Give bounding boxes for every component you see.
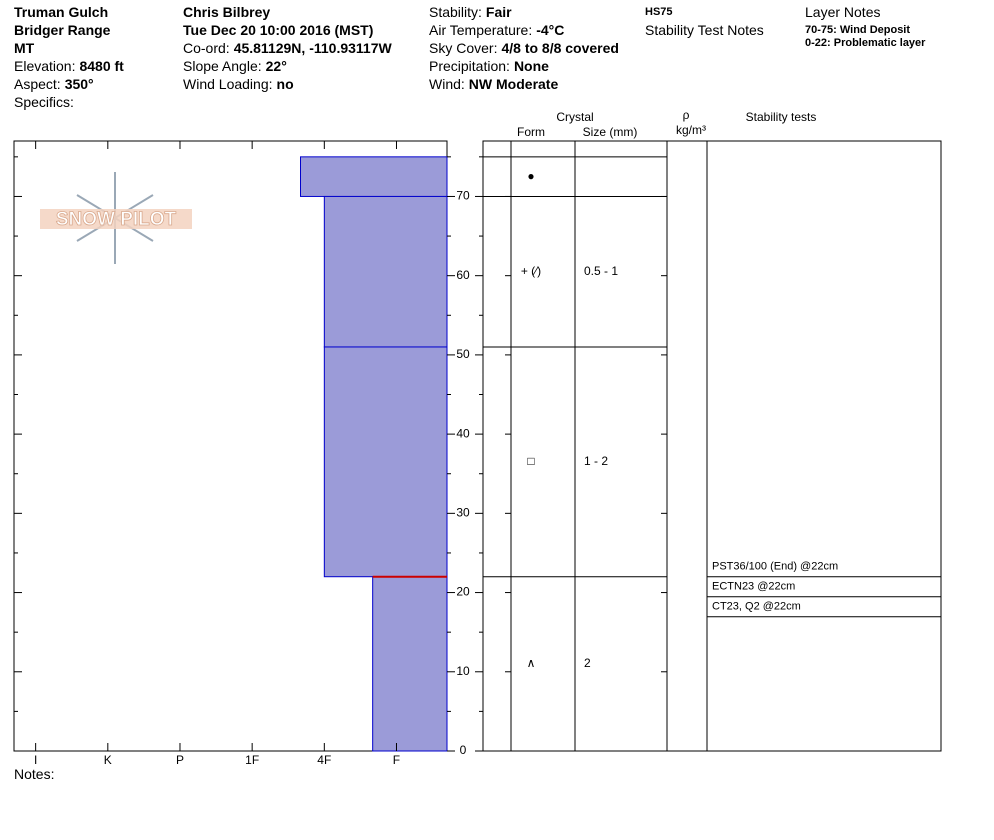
- aspect-row: Aspect: 350°: [14, 75, 124, 93]
- value: -4°C: [536, 22, 565, 38]
- stability-notes-title: Stability Test Notes: [645, 22, 764, 38]
- value: 4/8 to 8/8 covered: [501, 40, 619, 56]
- grain-form: ∧: [527, 656, 536, 670]
- label: Wind:: [429, 76, 465, 92]
- logo-band: [40, 209, 192, 229]
- elevation-row: Elevation: 8480 ft: [14, 57, 124, 75]
- y-tick-label: 60: [456, 268, 470, 282]
- logo-text: SNOW PILOT: [56, 209, 177, 230]
- y-tick-label: 50: [456, 347, 470, 361]
- table-column: [666, 140, 708, 752]
- label: Aspect:: [14, 76, 61, 92]
- header-col-site: Truman Gulch Bridger Range MT Elevation:…: [14, 3, 124, 111]
- value: 8480 ft: [79, 58, 124, 74]
- col-header: Size (mm): [583, 125, 638, 139]
- y-tick-label: 0: [460, 743, 467, 757]
- value: Fair: [485, 4, 512, 20]
- stability-test: PST36/100 (End) @22cm: [712, 561, 838, 573]
- x-tick-label: I: [34, 753, 37, 767]
- header-col-tests: HS75 Stability Test Notes: [645, 3, 764, 39]
- table-column: [706, 140, 942, 752]
- location: Truman Gulch: [14, 4, 109, 20]
- y-tick-label: 40: [456, 426, 470, 440]
- value: no: [276, 76, 294, 92]
- label: Co-ord:: [183, 40, 230, 56]
- value: 45.81129N, -110.93117W: [233, 40, 392, 56]
- x-tick-label: 4F: [317, 753, 331, 767]
- layer-bar: [323, 346, 448, 578]
- header-col-layer-notes: Layer Notes 70-75: Wind Deposit 0-22: Pr…: [805, 3, 925, 50]
- value: 350°: [64, 76, 94, 92]
- precip-row: Precipitation: None: [429, 57, 619, 75]
- slope-row: Slope Angle: 22°: [183, 57, 392, 75]
- col-header: kg/m³: [676, 123, 706, 137]
- sky-row: Sky Cover: 4/8 to 8/8 covered: [429, 39, 619, 57]
- grain-size: 2: [584, 656, 591, 670]
- notes-label: Notes:: [14, 766, 55, 782]
- air-temp-row: Air Temperature: -4°C: [429, 21, 619, 39]
- stability-test: CT23, Q2 @22cm: [712, 601, 801, 613]
- layer-bar: [323, 195, 448, 348]
- grain-form: □: [527, 454, 534, 468]
- value: NW Moderate: [468, 76, 559, 92]
- y-tick-label: 30: [456, 506, 470, 520]
- hs: HS75: [645, 6, 673, 18]
- grain-size: 0.5 - 1: [584, 264, 618, 278]
- header-col-weather: Stability: Fair Air Temperature: -4°C Sky …: [429, 3, 619, 93]
- grain-form: + (⁄): [521, 264, 541, 278]
- layer-note: 70-75: Wind Deposit: [805, 24, 911, 36]
- label: Slope Angle:: [183, 58, 262, 74]
- grain-form: ●: [527, 169, 534, 183]
- col-header: Stability tests: [746, 110, 817, 124]
- x-tick-label: F: [393, 753, 400, 767]
- label: Elevation:: [14, 58, 76, 74]
- stability-row: Stability: Fair: [429, 3, 619, 21]
- col-header: Form: [517, 125, 545, 139]
- layer-bar: [300, 156, 448, 197]
- stability-test: ECTN23 @22cm: [712, 581, 795, 593]
- layer-note: 0-22: Problematic layer: [805, 37, 926, 49]
- x-tick-label: P: [176, 753, 184, 767]
- coord-row: Co-ord: 45.81129N, -110.93117W: [183, 39, 392, 57]
- value: 22°: [265, 58, 287, 74]
- layer-notes-title: Layer Notes: [805, 4, 881, 20]
- table-column: [482, 140, 512, 752]
- x-tick-label: 1F: [245, 753, 259, 767]
- label: Air Temperature:: [429, 22, 533, 38]
- wind-loading-row: Wind Loading: no: [183, 75, 392, 93]
- state: MT: [14, 40, 35, 56]
- wind-row: Wind: NW Moderate: [429, 75, 619, 93]
- grain-size: 1 - 2: [584, 454, 608, 468]
- label: Stability:: [429, 4, 482, 20]
- datetime: Tue Dec 20 10:00 2016 (MST): [183, 22, 374, 38]
- col-header: ρ: [683, 108, 690, 122]
- label: Wind Loading:: [183, 76, 273, 92]
- header-col-observer: Chris Bilbrey Tue Dec 20 10:00 2016 (MST…: [183, 3, 392, 93]
- label: Precipitation:: [429, 58, 510, 74]
- y-tick-label: 20: [456, 585, 470, 599]
- value: None: [513, 58, 549, 74]
- table-column: [510, 140, 576, 752]
- range: Bridger Range: [14, 22, 111, 38]
- y-tick-label: 10: [456, 664, 470, 678]
- col-header: Crystal: [556, 110, 593, 124]
- observer: Chris Bilbrey: [183, 4, 271, 20]
- label: Sky Cover:: [429, 40, 498, 56]
- specifics: Specifics:: [14, 94, 74, 110]
- layer-bar: [372, 576, 448, 752]
- y-tick-label: 70: [456, 189, 470, 203]
- x-tick-label: K: [104, 753, 112, 767]
